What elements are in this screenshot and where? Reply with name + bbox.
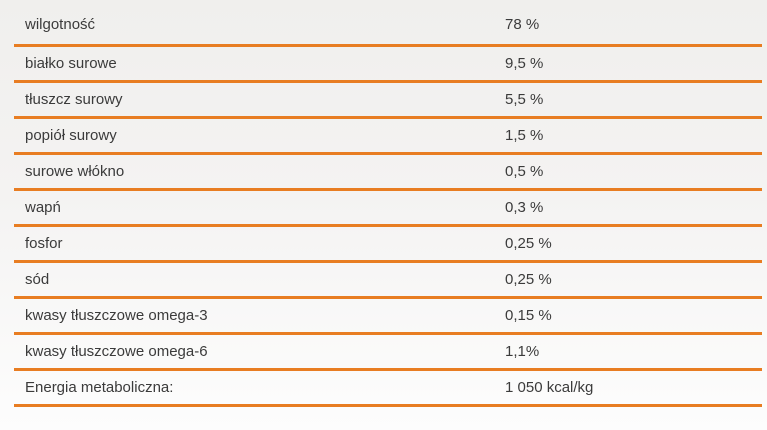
nutrient-label: tłuszcz surowy bbox=[25, 92, 123, 107]
table-row: sód 0,25 % bbox=[14, 263, 762, 299]
nutrient-value: 5,5 % bbox=[505, 92, 544, 107]
nutrient-label: białko surowe bbox=[25, 56, 117, 71]
table-row: białko surowe 9,5 % bbox=[14, 47, 762, 83]
table-row: Energia metaboliczna: 1 050 kcal/kg bbox=[14, 371, 762, 407]
nutrient-value: 1 050 kcal/kg bbox=[505, 380, 594, 395]
nutrient-value: 1,1% bbox=[505, 344, 540, 359]
table-row: tłuszcz surowy 5,5 % bbox=[14, 83, 762, 119]
table-row: fosfor 0,25 % bbox=[14, 227, 762, 263]
nutrient-value: 9,5 % bbox=[505, 56, 544, 71]
nutrient-label: kwasy tłuszczowe omega-3 bbox=[25, 308, 208, 323]
table-row: wapń 0,3 % bbox=[14, 191, 762, 227]
nutrient-value: 0,15 % bbox=[505, 308, 552, 323]
nutrient-label: sód bbox=[25, 272, 50, 287]
table-row: kwasy tłuszczowe omega-6 1,1% bbox=[14, 335, 762, 371]
table-row: kwasy tłuszczowe omega-3 0,15 % bbox=[14, 299, 762, 335]
nutrient-label: surowe włókno bbox=[25, 164, 125, 179]
nutrient-label: kwasy tłuszczowe omega-6 bbox=[25, 344, 208, 359]
nutrient-label: fosfor bbox=[25, 236, 63, 251]
nutrient-value: 0,3 % bbox=[505, 200, 544, 215]
table-row: popiół surowy 1,5 % bbox=[14, 119, 762, 155]
nutrient-value: 1,5 % bbox=[505, 128, 544, 143]
nutrient-value: 78 % bbox=[505, 16, 540, 32]
table-row: surowe włókno 0,5 % bbox=[14, 155, 762, 191]
nutrient-label: Energia metaboliczna: bbox=[25, 380, 174, 395]
nutrient-value: 0,5 % bbox=[505, 164, 544, 179]
nutrient-label: popiół surowy bbox=[25, 128, 117, 143]
nutrient-label: wapń bbox=[25, 200, 61, 215]
nutrition-table: wilgotność 78 % białko surowe 9,5 % tłus… bbox=[14, 4, 762, 407]
nutrient-value: 0,25 % bbox=[505, 272, 552, 287]
nutrient-label: wilgotność bbox=[25, 16, 96, 32]
table-row: wilgotność 78 % bbox=[14, 4, 762, 47]
nutrient-value: 0,25 % bbox=[505, 236, 552, 251]
